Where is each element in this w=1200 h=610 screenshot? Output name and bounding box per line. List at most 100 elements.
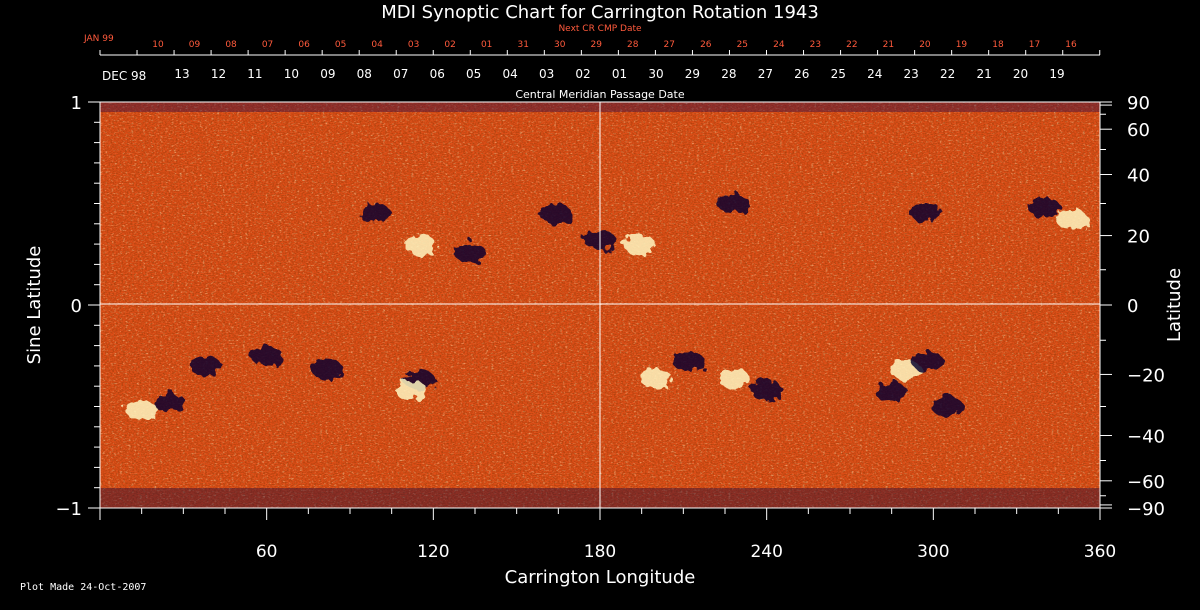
red-month-label: JAN 99 bbox=[83, 34, 114, 44]
red-date-label: 09 bbox=[189, 40, 201, 50]
active-region-positive bbox=[403, 234, 436, 255]
red-date-label: 17 bbox=[1029, 40, 1040, 50]
active-region-negative bbox=[717, 193, 750, 214]
y-tick-label-right: 60 bbox=[1127, 120, 1150, 141]
y-tick-label-left: −1 bbox=[55, 499, 82, 520]
white-date-label: 01 bbox=[612, 67, 627, 81]
y-tick-label-right: −90 bbox=[1127, 499, 1165, 520]
active-region-negative bbox=[931, 396, 964, 417]
white-date-label: 11 bbox=[247, 67, 262, 81]
active-region-negative bbox=[672, 351, 705, 372]
red-date-label: 31 bbox=[517, 40, 528, 50]
white-date-label: 12 bbox=[211, 67, 226, 81]
white-date-label: 09 bbox=[320, 67, 335, 81]
white-date-label: 06 bbox=[430, 67, 445, 81]
active-region-negative bbox=[359, 203, 391, 224]
white-date-label: 27 bbox=[758, 67, 773, 81]
active-region-negative bbox=[909, 201, 941, 222]
x-tick-label: 360 bbox=[1084, 542, 1116, 562]
active-region-negative bbox=[750, 380, 783, 401]
red-date-label: 07 bbox=[262, 40, 273, 50]
white-date-label: 04 bbox=[502, 67, 517, 81]
active-region-negative bbox=[539, 203, 572, 224]
red-date-label: 23 bbox=[810, 40, 821, 50]
white-date-label: 30 bbox=[648, 67, 663, 81]
x-axis: 60 120 180 240 300 360 bbox=[99, 508, 1116, 562]
y-tick-label-right: −20 bbox=[1127, 365, 1165, 386]
active-region-positive bbox=[639, 368, 672, 389]
red-date-label: 30 bbox=[554, 40, 566, 50]
white-date-label: 25 bbox=[831, 67, 846, 81]
magnetogram-field bbox=[99, 101, 1101, 509]
date-axes: Next CR CMP Date JAN 99 DEC 98 Central M… bbox=[83, 24, 1101, 101]
white-date-label: 26 bbox=[794, 67, 809, 81]
white-date-label: 24 bbox=[867, 67, 882, 81]
active-region-positive bbox=[717, 368, 750, 389]
white-date-label: 13 bbox=[174, 67, 189, 81]
red-date-label: 26 bbox=[700, 40, 712, 50]
cmp-axis-label: Central Meridian Passage Date bbox=[515, 88, 684, 101]
red-date-label: 06 bbox=[298, 40, 310, 50]
y-axis-left-label: Sine Latitude bbox=[24, 246, 45, 365]
chart-title: MDI Synoptic Chart for Carrington Rotati… bbox=[381, 2, 819, 23]
red-date-label: 19 bbox=[956, 40, 968, 50]
active-region-negative bbox=[153, 392, 186, 413]
y-tick-label-right: 20 bbox=[1127, 227, 1150, 248]
y-tick-label-right: −60 bbox=[1127, 472, 1165, 493]
red-date-label: 02 bbox=[444, 40, 455, 50]
white-date-label: 03 bbox=[539, 67, 554, 81]
white-date-label: 10 bbox=[284, 67, 299, 81]
active-region-positive bbox=[125, 400, 158, 421]
white-date-label: 29 bbox=[685, 67, 700, 81]
red-date-label: 16 bbox=[1065, 40, 1077, 50]
red-date-label: 21 bbox=[883, 40, 894, 50]
y-axis-right-label: Latitude bbox=[1164, 268, 1185, 342]
white-date-label: 28 bbox=[721, 67, 736, 81]
white-date-label: 05 bbox=[466, 67, 481, 81]
x-tick-label: 300 bbox=[917, 542, 949, 562]
y-axis-right: 90 60 40 20 0 −20 −40 −60 −90 bbox=[1100, 93, 1165, 520]
white-date-label: 20 bbox=[1013, 67, 1028, 81]
y-axis-left: 1 0 −1 bbox=[55, 93, 100, 520]
white-date-label: 07 bbox=[393, 67, 408, 81]
red-date-label: 10 bbox=[152, 40, 164, 50]
red-date-label: 24 bbox=[773, 40, 785, 50]
active-region-negative bbox=[311, 359, 344, 380]
x-tick-label: 120 bbox=[417, 542, 449, 562]
red-date-label: 22 bbox=[846, 40, 857, 50]
white-date-label: 21 bbox=[976, 67, 991, 81]
white-date-label: 19 bbox=[1049, 67, 1064, 81]
red-date-label: 29 bbox=[591, 40, 603, 50]
y-tick-label-left: 1 bbox=[71, 93, 82, 114]
red-date-label: 05 bbox=[335, 40, 346, 50]
x-tick-label: 180 bbox=[584, 542, 616, 562]
white-date-label: 22 bbox=[940, 67, 955, 81]
y-tick-label-right: −40 bbox=[1127, 426, 1165, 447]
red-date-label: 04 bbox=[371, 40, 383, 50]
active-region-positive bbox=[1056, 209, 1089, 230]
x-tick-label: 240 bbox=[750, 542, 782, 562]
red-date-label: 01 bbox=[481, 40, 492, 50]
plot-made-note: Plot Made 24-Oct-2007 bbox=[20, 582, 146, 593]
white-month-label: DEC 98 bbox=[102, 69, 146, 83]
y-tick-label-left: 0 bbox=[71, 296, 82, 317]
white-date-label: 08 bbox=[357, 67, 372, 81]
y-tick-label-right: 40 bbox=[1127, 166, 1150, 187]
active-region-negative bbox=[250, 345, 283, 366]
red-date-label: 25 bbox=[737, 40, 748, 50]
active-region-negative bbox=[453, 242, 486, 263]
active-region-negative bbox=[911, 351, 944, 372]
white-date-label: 02 bbox=[575, 67, 590, 81]
active-region-negative bbox=[189, 355, 222, 376]
red-date-label: 18 bbox=[992, 40, 1004, 50]
red-date-label: 03 bbox=[408, 40, 419, 50]
active-region-negative bbox=[875, 382, 908, 403]
active-region-positive bbox=[395, 380, 428, 401]
next-cr-label: Next CR CMP Date bbox=[558, 24, 642, 34]
active-region-negative bbox=[1028, 197, 1061, 218]
red-date-label: 08 bbox=[225, 40, 237, 50]
active-region-positive bbox=[622, 234, 655, 255]
x-tick-label: 60 bbox=[256, 542, 278, 562]
white-date-label: 23 bbox=[904, 67, 919, 81]
